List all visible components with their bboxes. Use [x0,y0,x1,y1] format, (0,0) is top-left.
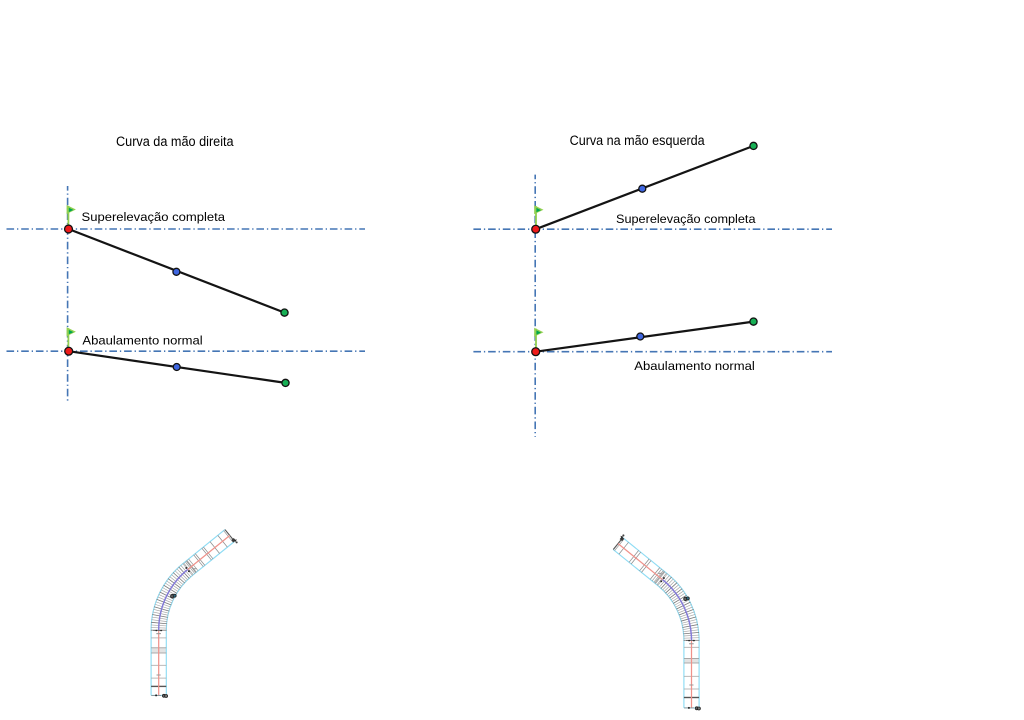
svg-text:Abaulamento normal: Abaulamento normal [634,359,755,373]
svg-text:Curva da mão direita: Curva da mão direita [116,134,234,150]
svg-text:Superelevação completa: Superelevação completa [616,212,756,226]
svg-text:Curva na mão esquerda: Curva na mão esquerda [570,133,705,149]
svg-text:Abaulamento normal: Abaulamento normal [82,334,202,348]
svg-text:Superelevação completa: Superelevação completa [82,210,226,224]
